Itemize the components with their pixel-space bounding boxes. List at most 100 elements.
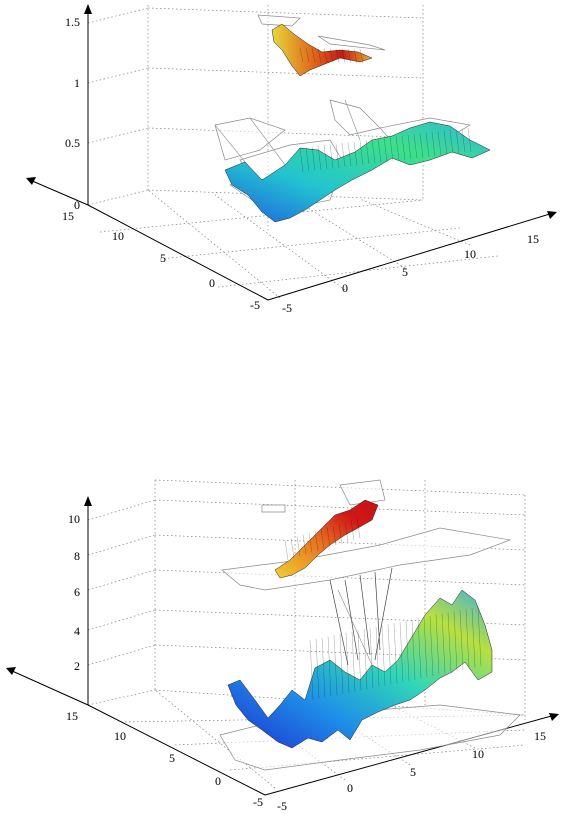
surface-mesh-line (309, 639, 314, 701)
bottom-surface-high (274, 499, 379, 579)
surface-mesh-line (347, 142, 352, 167)
surface-mesh-line (413, 134, 418, 159)
surface-mesh-line (459, 609, 464, 671)
top-y-tick-0: 0 (209, 276, 215, 290)
surface-mesh-line (311, 48, 316, 63)
surface-mesh-line (443, 130, 448, 155)
surface-mesh-line (326, 527, 331, 548)
surface-mesh-line (381, 625, 386, 686)
surface-mesh-line (383, 137, 388, 162)
bottom-x-tick-labels: -5 0 5 10 15 (277, 729, 546, 813)
surface-mesh-line (305, 147, 310, 172)
top-y-tick-15: 15 (62, 209, 74, 223)
bottom-z-tick-2: 2 (74, 659, 80, 673)
top-z-tick-0.5: 0.5 (65, 136, 80, 150)
bottom-z-tick-6: 6 (74, 585, 80, 599)
surface-mesh-line (314, 530, 319, 552)
surface-mesh-line (471, 607, 476, 668)
bottom-x-tick--5: -5 (277, 799, 287, 813)
surface-mesh-line (363, 629, 368, 690)
surface-mesh-line (296, 536, 301, 557)
top-axes (26, 4, 557, 301)
bottom-x-tick-15: 15 (534, 729, 546, 743)
surface-mesh-line (356, 518, 361, 539)
top-surface-plot: 0 0.5 1 1.5 -5 0 5 10 15 -5 0 5 10 15 (26, 4, 557, 315)
surface-mesh-line (299, 47, 304, 63)
top-x-tick-5: 5 (402, 265, 408, 279)
top-z-tick-1.5: 1.5 (65, 15, 80, 29)
surface-mesh-line (401, 135, 406, 160)
surface-mesh-line (441, 613, 446, 674)
surface-mesh-line (344, 521, 349, 543)
surface-mesh-line (302, 534, 307, 555)
bottom-z-tick-8: 8 (74, 549, 80, 563)
surface-mesh-line (365, 140, 370, 165)
bottom-z-tick-4: 4 (74, 624, 80, 638)
surface-mesh-line (447, 612, 452, 673)
surface-mesh-line (308, 532, 313, 553)
surface-mesh-line (423, 617, 428, 678)
top-x-tick-15: 15 (527, 232, 539, 246)
surface-mesh-line (335, 48, 340, 63)
surface-mesh-line (417, 618, 422, 679)
surface-mesh-line (357, 630, 362, 691)
surface-mesh-line (353, 141, 358, 166)
surface-mesh-line (323, 145, 328, 170)
surface-mesh-line (371, 139, 376, 164)
surface-mesh-line (377, 138, 382, 163)
surface-mesh-line (435, 614, 440, 675)
surface-mesh-line (327, 636, 332, 697)
surface-mesh-line (465, 608, 470, 669)
surface-mesh-line (351, 631, 356, 692)
surface-mesh-line (317, 145, 322, 170)
top-x-tick-10: 10 (464, 247, 476, 261)
bottom-x-tick-0: 0 (347, 781, 353, 795)
surface-mesh-line (411, 619, 416, 680)
bottom-y-tick-10: 10 (114, 729, 126, 743)
surface-mesh-line (429, 615, 434, 677)
bottom-y-tick-0: 0 (215, 774, 221, 788)
surface-mesh-line (477, 606, 482, 667)
surface-mesh-line (320, 529, 325, 550)
surface-mesh-line (467, 127, 472, 152)
surface-mesh-line (453, 611, 458, 672)
surface-mesh-line (419, 133, 424, 158)
surface-mesh-line (393, 623, 398, 684)
top-surface-low (224, 121, 491, 223)
top-surface-high (271, 23, 373, 77)
surface-mesh-line (387, 624, 392, 685)
surface-mesh-line (359, 140, 364, 165)
bottom-z-tick-10: 10 (68, 512, 80, 526)
top-z-tick-0: 0 (74, 198, 80, 212)
surface-mesh-line (299, 147, 304, 173)
top-z-tick-1: 1 (74, 76, 80, 90)
surface-mesh-line (341, 142, 346, 167)
top-y-tick-labels: -5 0 5 10 15 (62, 209, 260, 312)
bottom-y-tick-5: 5 (169, 751, 175, 765)
surface-mesh-line (339, 633, 344, 695)
bottom-x-tick-10: 10 (472, 747, 484, 761)
surface-mesh-line (329, 48, 334, 63)
surface-mesh-line (405, 620, 410, 681)
bottom-y-tick-15: 15 (66, 709, 78, 723)
top-y-tick-5: 5 (160, 251, 166, 265)
bottom-surface-plot: 2 4 6 8 10 -5 0 5 10 15 -5 0 5 10 15 (6, 479, 559, 813)
surface-mesh-line (347, 48, 352, 63)
bottom-surface-low (227, 589, 493, 749)
surface-mesh-line (407, 135, 412, 160)
surface-mesh-line (305, 48, 310, 63)
surface-mesh-line (395, 136, 400, 161)
surface-mesh-line (369, 627, 374, 689)
surface-mesh-line (335, 143, 340, 168)
top-y-tick-10: 10 (112, 229, 124, 243)
surface-mesh-line (333, 635, 338, 696)
bottom-y-tick--5: -5 (253, 795, 263, 809)
bottom-x-tick-5: 5 (410, 765, 416, 779)
surface-mesh-line (311, 146, 316, 171)
surface-mesh-line (284, 539, 289, 561)
top-x-tick--5: -5 (282, 301, 292, 315)
surface-mesh-line (425, 132, 430, 157)
surface-mesh-line (375, 626, 380, 687)
surface-mesh-line (332, 525, 337, 546)
